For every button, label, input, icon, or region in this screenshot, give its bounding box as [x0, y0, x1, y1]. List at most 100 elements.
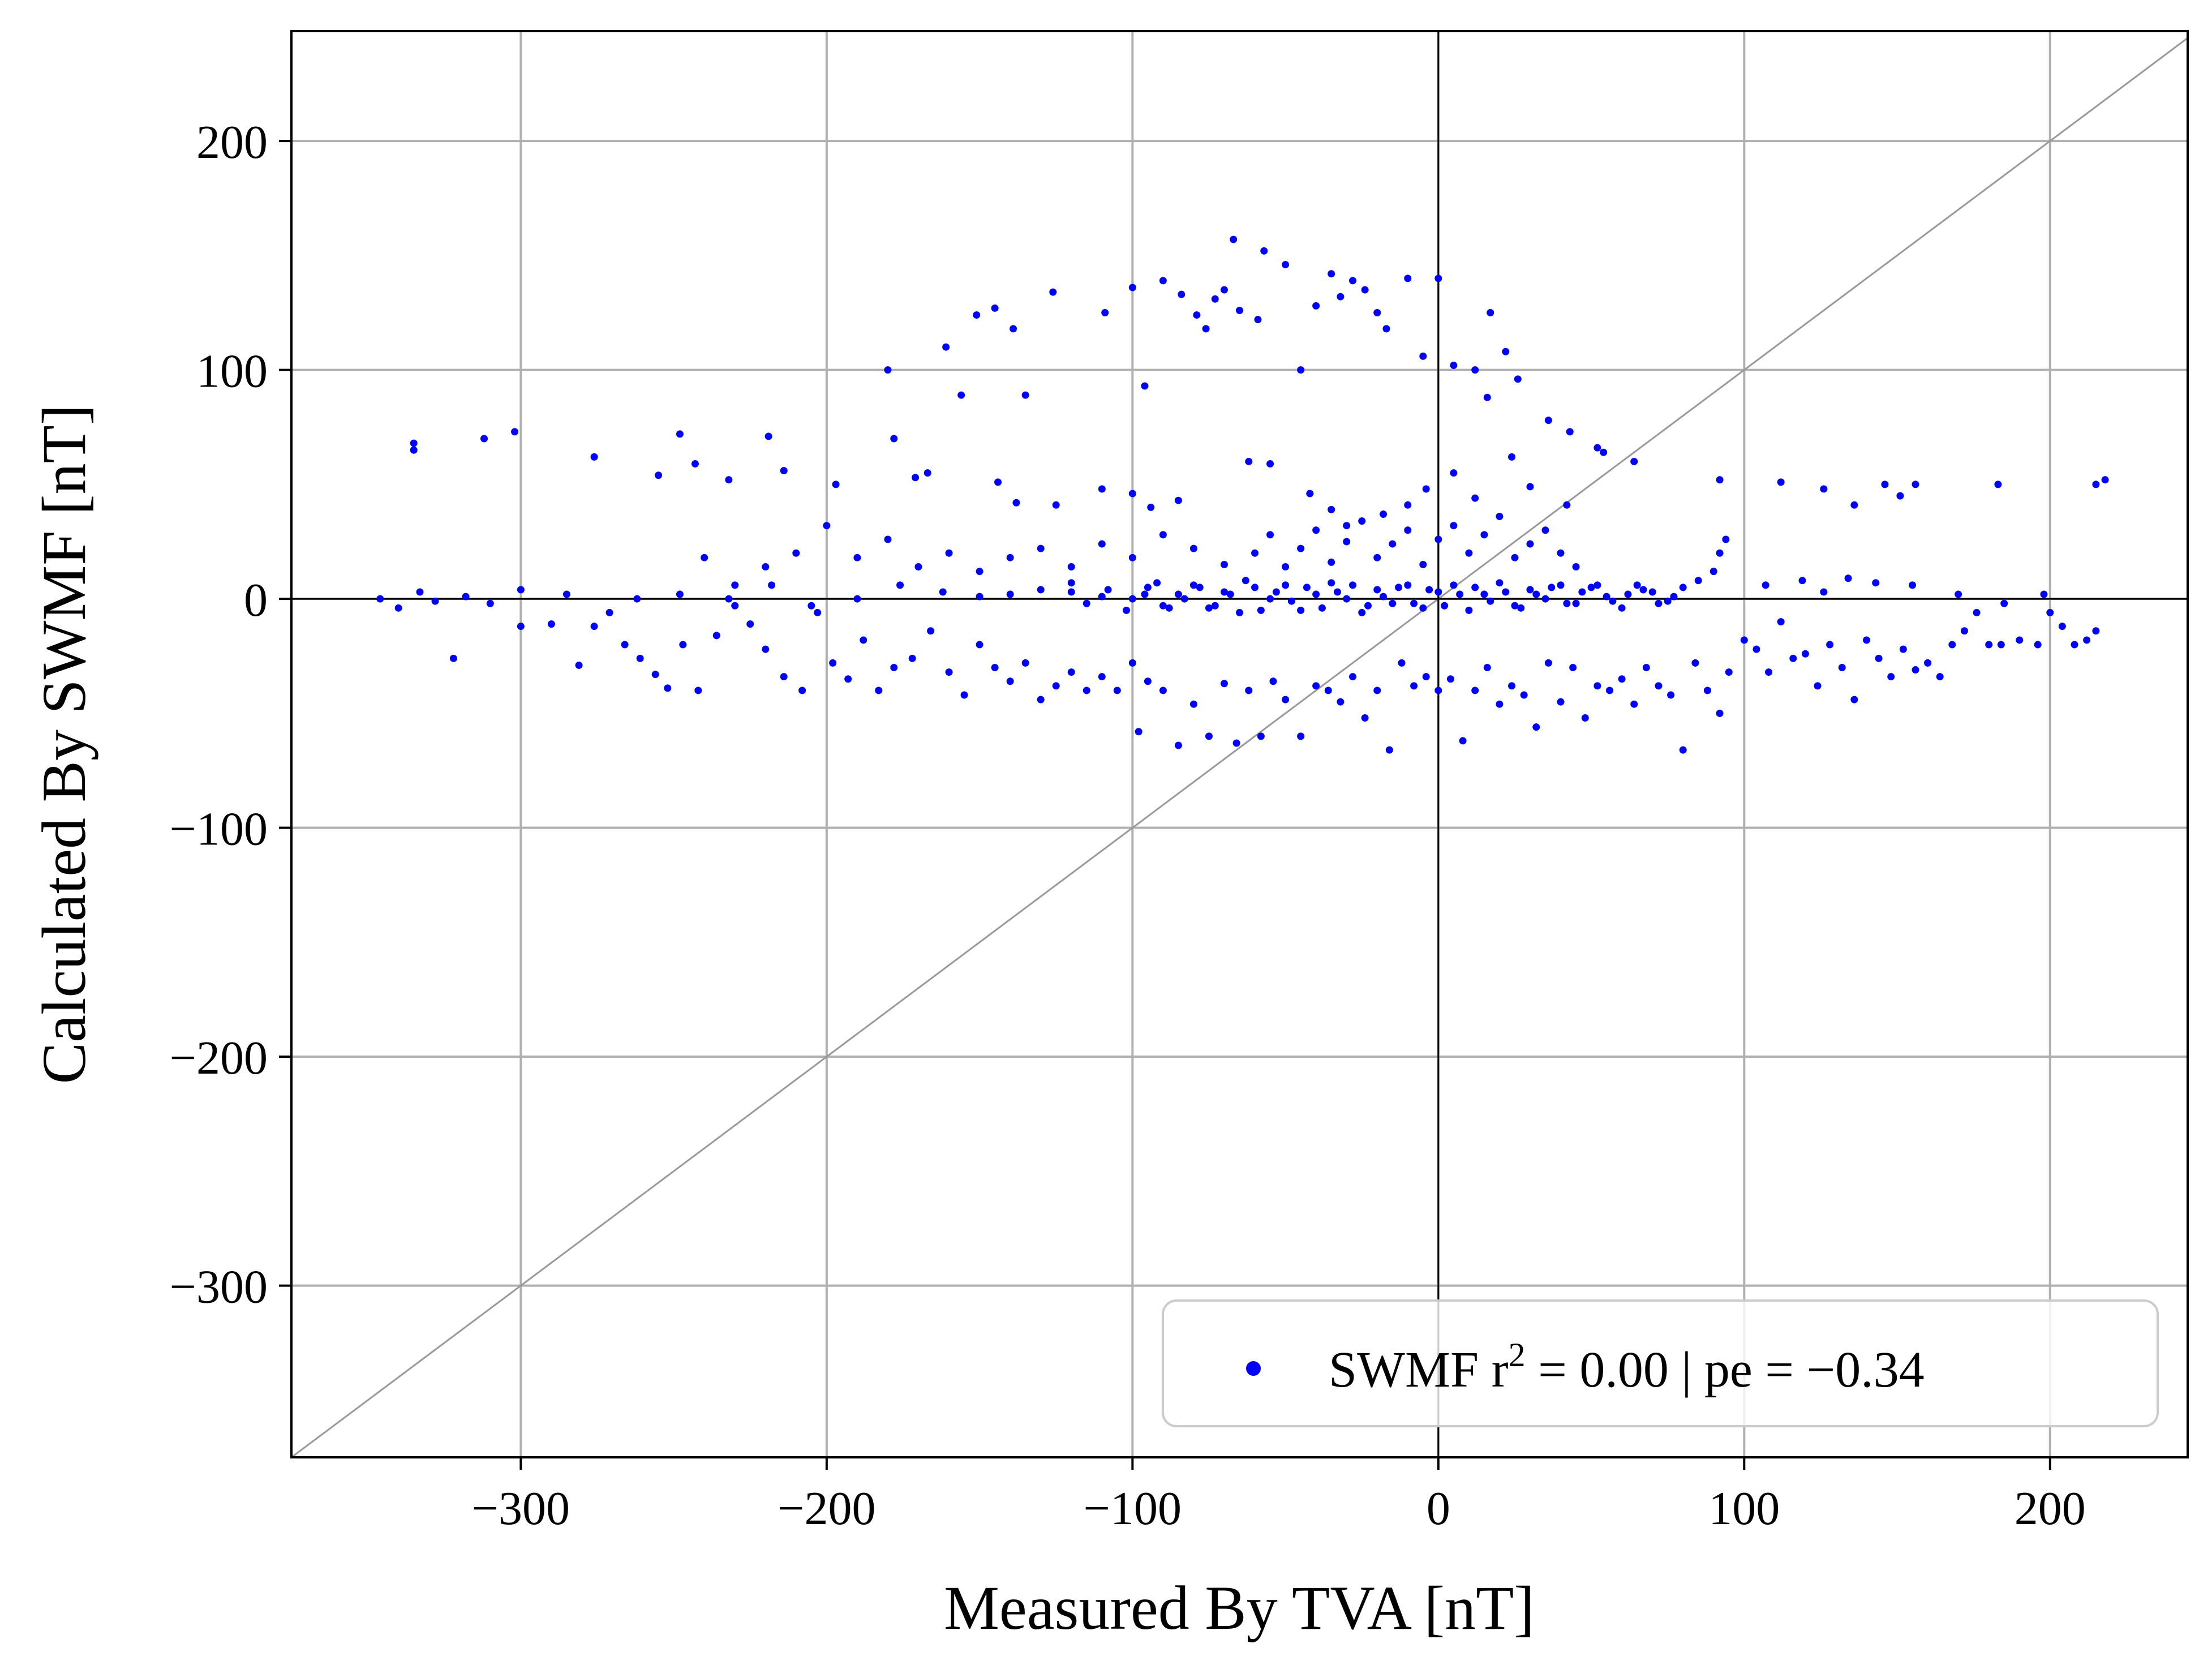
data-point	[976, 568, 983, 576]
data-point	[1272, 588, 1280, 596]
plot-frame	[290, 30, 2189, 1458]
data-point	[1508, 453, 1516, 461]
data-point	[1502, 347, 1510, 355]
data-point	[1679, 746, 1687, 754]
data-point	[725, 595, 733, 603]
data-point	[1862, 636, 1870, 644]
x-axis-label: Measured By TVA [nT]	[944, 1573, 1535, 1642]
data-point	[731, 581, 739, 589]
data-point	[875, 687, 883, 694]
data-point	[1364, 602, 1372, 610]
data-point	[1380, 593, 1388, 600]
data-point	[1257, 732, 1265, 740]
y-tick-label: −100	[170, 803, 268, 856]
y-tick-label: 0	[244, 574, 268, 627]
data-point	[1557, 549, 1565, 557]
data-point	[1655, 682, 1663, 690]
data-point	[1128, 554, 1136, 561]
data-point	[1471, 494, 1479, 502]
data-point	[486, 599, 494, 607]
data-point	[1526, 586, 1534, 594]
data-point	[1997, 641, 2005, 649]
data-point	[1532, 590, 1540, 598]
data-point	[991, 304, 999, 312]
data-point	[1642, 663, 1650, 671]
data-point	[1912, 480, 1919, 488]
data-point	[1994, 480, 2002, 488]
data-point	[762, 563, 770, 571]
data-point	[1544, 417, 1552, 424]
data-point	[1419, 560, 1427, 568]
data-point	[1826, 641, 1834, 649]
data-point	[1230, 235, 1238, 243]
data-point	[694, 687, 702, 694]
data-point	[1037, 696, 1045, 703]
zero-lines	[291, 31, 2188, 1457]
data-point	[1159, 277, 1167, 285]
data-point	[1422, 485, 1430, 493]
data-point	[1404, 501, 1412, 509]
data-point	[1630, 700, 1638, 708]
data-point	[1159, 687, 1167, 694]
data-point	[1480, 531, 1488, 539]
data-point	[1517, 604, 1525, 612]
data-point	[1609, 597, 1617, 605]
data-point	[823, 522, 831, 530]
data-point	[1532, 723, 1540, 731]
legend-box	[1162, 1299, 2159, 1427]
data-point	[1337, 698, 1345, 706]
data-point	[1912, 666, 1919, 674]
data-point	[832, 480, 840, 488]
data-point	[1380, 510, 1388, 518]
data-point	[1012, 499, 1020, 507]
data-point	[1557, 698, 1565, 706]
data-point	[1471, 687, 1479, 694]
data-point	[1021, 659, 1029, 667]
data-point	[1514, 375, 1522, 383]
data-point	[633, 595, 641, 603]
data-point	[976, 641, 983, 649]
data-point	[1113, 687, 1121, 694]
data-point	[1067, 668, 1075, 676]
data-point	[1358, 608, 1366, 616]
data-point	[768, 581, 776, 589]
data-point	[927, 627, 935, 635]
data-point	[1205, 732, 1213, 740]
data-point	[890, 435, 898, 443]
data-point	[562, 590, 570, 598]
data-point	[1144, 583, 1152, 591]
data-point	[1306, 490, 1314, 497]
data-point	[1618, 675, 1626, 683]
y-tick-label: 200	[196, 116, 268, 169]
data-point	[1450, 469, 1458, 477]
data-point	[664, 684, 672, 692]
data-point	[1282, 581, 1290, 589]
data-point	[2101, 476, 2109, 484]
data-point	[908, 654, 916, 662]
data-point	[1220, 286, 1228, 294]
data-point	[1496, 700, 1504, 708]
data-point	[1618, 604, 1626, 612]
data-point	[1251, 549, 1259, 557]
data-point	[1581, 714, 1589, 722]
data-point	[1526, 540, 1534, 548]
data-point	[1189, 700, 1197, 708]
y-tick-label: 100	[196, 345, 268, 398]
data-point	[1287, 597, 1295, 605]
data-point	[1410, 599, 1418, 607]
data-point	[1389, 540, 1397, 548]
data-point	[1483, 663, 1491, 671]
data-point	[814, 608, 822, 616]
data-point	[1450, 362, 1458, 370]
data-point	[1404, 274, 1412, 282]
data-point	[1936, 673, 1944, 681]
data-point	[1337, 293, 1345, 301]
data-point	[1541, 526, 1549, 534]
data-point	[1297, 606, 1305, 614]
data-point	[939, 588, 947, 596]
data-point	[1361, 286, 1369, 294]
data-point	[416, 588, 424, 596]
data-point	[1419, 352, 1427, 360]
data-point	[1257, 606, 1265, 614]
